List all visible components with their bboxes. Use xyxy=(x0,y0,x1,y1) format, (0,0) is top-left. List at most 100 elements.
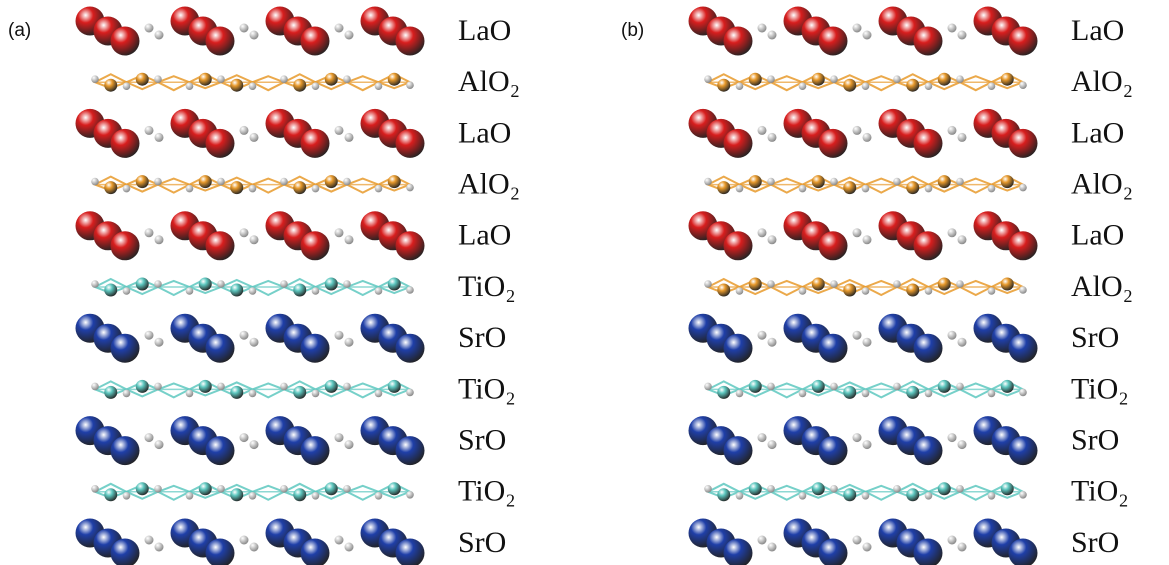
atom xyxy=(914,231,943,260)
oxygen xyxy=(736,390,744,398)
oxygen xyxy=(893,178,901,186)
oxygen xyxy=(123,492,131,500)
octahedron xyxy=(866,76,898,90)
cation xyxy=(293,488,306,501)
oxygen xyxy=(988,185,996,193)
octahedron xyxy=(158,383,190,397)
cation xyxy=(325,380,338,393)
oxygen xyxy=(830,280,838,288)
oxygen xyxy=(853,433,862,442)
oxygen xyxy=(988,82,996,90)
cation xyxy=(843,181,856,194)
oxygen xyxy=(736,185,744,193)
oxygen xyxy=(335,536,344,545)
oxygen xyxy=(799,492,807,500)
atom xyxy=(724,27,753,56)
oxygen xyxy=(768,440,777,449)
oxygen xyxy=(155,235,164,244)
atom xyxy=(1009,129,1038,158)
cation xyxy=(717,386,730,399)
oxygen xyxy=(312,185,320,193)
atom xyxy=(206,129,235,158)
cation xyxy=(749,278,762,291)
oxygen xyxy=(925,492,933,500)
oxygen xyxy=(893,383,901,391)
oxygen xyxy=(123,185,131,193)
oxygen xyxy=(250,440,259,449)
layer-label: TiO₂ xyxy=(1071,475,1129,508)
oxygen xyxy=(280,178,288,186)
octahedron xyxy=(960,179,992,193)
panel-label: (a) xyxy=(8,20,31,41)
oxygen xyxy=(280,280,288,288)
cation xyxy=(293,79,306,92)
oxygen xyxy=(155,31,164,40)
layer-label: LaO xyxy=(458,14,511,47)
oxygen xyxy=(154,485,162,493)
oxygen xyxy=(406,389,414,397)
octahedron xyxy=(866,179,898,193)
atom xyxy=(819,334,848,363)
oxygen xyxy=(956,485,964,493)
oxygen xyxy=(335,228,344,237)
layer-label: SrO xyxy=(1071,423,1119,456)
cation xyxy=(906,181,919,194)
cation xyxy=(293,181,306,194)
oxygen xyxy=(312,287,320,295)
oxygen xyxy=(830,383,838,391)
oxygen xyxy=(704,178,712,186)
atom xyxy=(819,436,848,465)
cation xyxy=(749,482,762,495)
layer-label: SrO xyxy=(458,321,506,354)
oxygen xyxy=(948,24,957,33)
oxygen xyxy=(768,338,777,347)
cation xyxy=(717,284,730,297)
atom xyxy=(724,436,753,465)
octahedron xyxy=(158,179,190,193)
cation xyxy=(230,181,243,194)
oxygen xyxy=(154,75,162,83)
oxygen xyxy=(948,536,957,545)
atom xyxy=(301,231,330,260)
oxygen xyxy=(345,133,354,142)
cation xyxy=(938,175,951,188)
oxygen xyxy=(1019,389,1027,397)
oxygen xyxy=(736,82,744,90)
cation xyxy=(388,175,401,188)
oxygen xyxy=(893,485,901,493)
atom xyxy=(1009,231,1038,260)
oxygen xyxy=(758,331,767,340)
oxygen xyxy=(155,440,164,449)
oxygen xyxy=(91,485,99,493)
atom xyxy=(724,334,753,363)
octahedron xyxy=(771,281,803,295)
octahedron xyxy=(866,383,898,397)
oxygen xyxy=(186,185,194,193)
oxygen xyxy=(893,280,901,288)
oxygen xyxy=(863,31,872,40)
atom xyxy=(1009,436,1038,465)
octahedron xyxy=(253,383,285,397)
oxygen xyxy=(958,543,967,552)
oxygen xyxy=(948,228,957,237)
oxygen xyxy=(343,280,351,288)
layer-label: LaO xyxy=(458,116,511,149)
octahedron xyxy=(158,76,190,90)
cation xyxy=(906,386,919,399)
oxygen xyxy=(863,440,872,449)
oxygen xyxy=(145,228,154,237)
cation xyxy=(136,482,149,495)
atom xyxy=(396,436,425,465)
atom xyxy=(301,129,330,158)
oxygen xyxy=(767,485,775,493)
octahedron xyxy=(347,486,379,500)
oxygen xyxy=(799,82,807,90)
oxygen xyxy=(123,287,131,295)
layer-label: AlO₂ xyxy=(1071,65,1133,98)
octahedron xyxy=(960,281,992,295)
cation xyxy=(938,482,951,495)
oxygen xyxy=(250,338,259,347)
oxygen xyxy=(145,433,154,442)
oxygen xyxy=(767,75,775,83)
oxygen xyxy=(768,543,777,552)
